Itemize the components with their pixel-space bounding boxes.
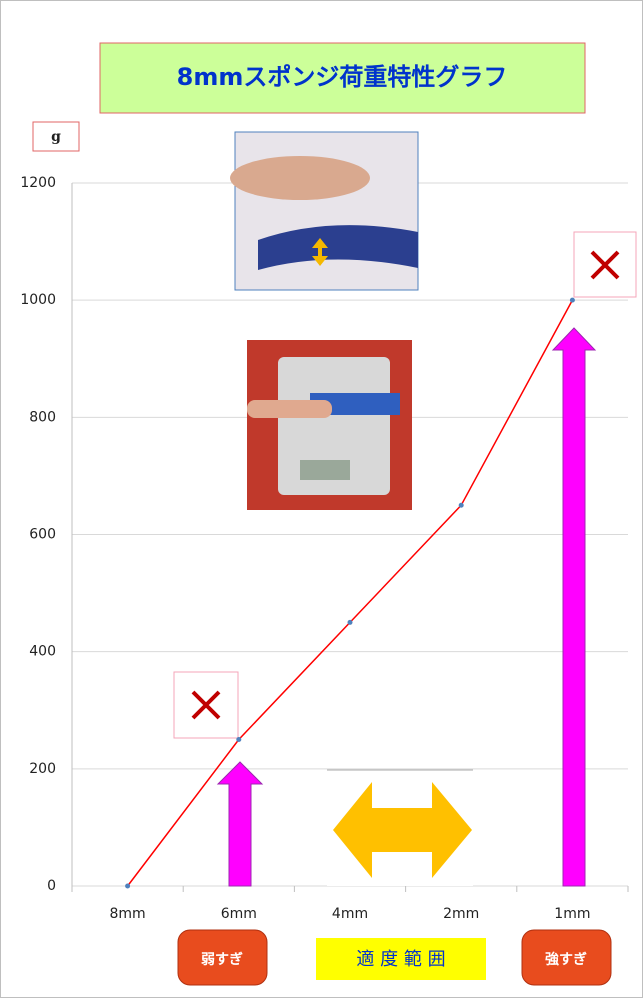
y-tick-label: 800 (29, 409, 56, 425)
x-tick-label: 1mm (554, 906, 590, 922)
y-tick-label: 600 (29, 527, 56, 543)
data-point (348, 620, 353, 625)
y-tick-label: 1000 (20, 292, 56, 308)
x-tick-label: 8mm (110, 906, 146, 922)
y-tick-label: 0 (47, 878, 56, 894)
cross-weak (174, 672, 238, 738)
data-point (570, 298, 575, 303)
weak-label: 弱すぎ (201, 951, 243, 968)
y-tick-label: 1200 (20, 175, 56, 191)
x-tick-label: 6mm (221, 906, 257, 922)
y-tick-label: 200 (29, 761, 56, 777)
x-tick-label: 2mm (443, 906, 479, 922)
y-tick-label: 400 (29, 644, 56, 660)
data-point (236, 737, 241, 742)
cross-strong (574, 232, 636, 297)
page: 8mmスポンジ荷重特性グラフ g 0 200 400 600 800 1000 1200 8m… (0, 0, 643, 998)
strong-label: 強すぎ (545, 951, 587, 968)
photo-scale (247, 340, 412, 510)
range-label: 適 度 範 囲 (356, 949, 445, 970)
photo-finger (230, 132, 418, 290)
y-axis-label: g (51, 129, 61, 145)
data-point (125, 884, 130, 889)
x-tick-label: 4mm (332, 906, 368, 922)
data-point (459, 503, 464, 508)
chart-title: 8mmスポンジ荷重特性グラフ (177, 63, 508, 91)
